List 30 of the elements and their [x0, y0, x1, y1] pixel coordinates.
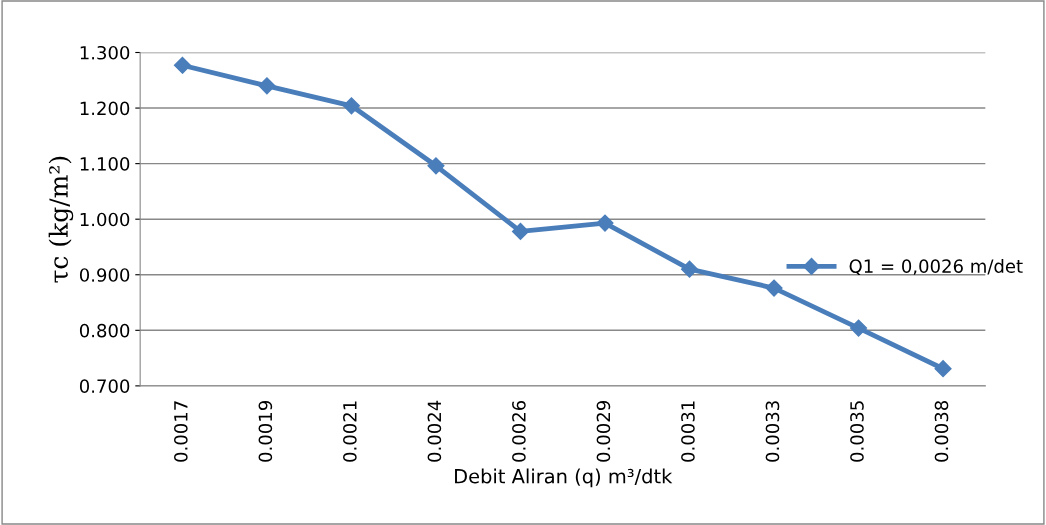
x-tick-label: 0.0026 [512, 400, 526, 462]
y-tick-label: 1.000 [80, 212, 130, 227]
point [765, 279, 783, 297]
legend-label: Q1 = 0,0026 m/det [849, 259, 1023, 276]
point [511, 222, 530, 240]
x-tick-label: 0.0021 [343, 401, 357, 462]
point [596, 214, 614, 232]
y-tick-label: 0.800 [79, 323, 130, 338]
y-tick-label: 0.900 [79, 268, 130, 282]
y-tick-label: 1.300 [80, 45, 130, 60]
point [680, 260, 699, 278]
x-tick-label: 0.0029 [596, 401, 611, 462]
y-axis-title: τc (kg/m²) [48, 156, 74, 283]
y-tick-label: 1.100 [80, 157, 130, 171]
y-tick-label: 0.700 [79, 379, 130, 393]
x-tick-label: 0.0024 [427, 400, 442, 462]
point [173, 56, 191, 74]
point [342, 97, 361, 115]
x-tick-label: 0.0031 [681, 401, 695, 462]
x-tick-label: 0.0038 [934, 401, 949, 462]
point [258, 77, 276, 95]
x-tick-label: 0.0035 [850, 401, 864, 462]
x-tick-label: 0.0017 [174, 401, 188, 462]
x-tick-label: 0.0033 [765, 401, 780, 462]
point [934, 360, 952, 378]
y-tick-label: 1.200 [80, 101, 130, 116]
point [850, 319, 868, 337]
x-axis-title: Debit Aliran (q) m³/dtk [455, 468, 673, 488]
x-tick-label: 0.0019 [258, 401, 273, 462]
point [427, 157, 445, 175]
